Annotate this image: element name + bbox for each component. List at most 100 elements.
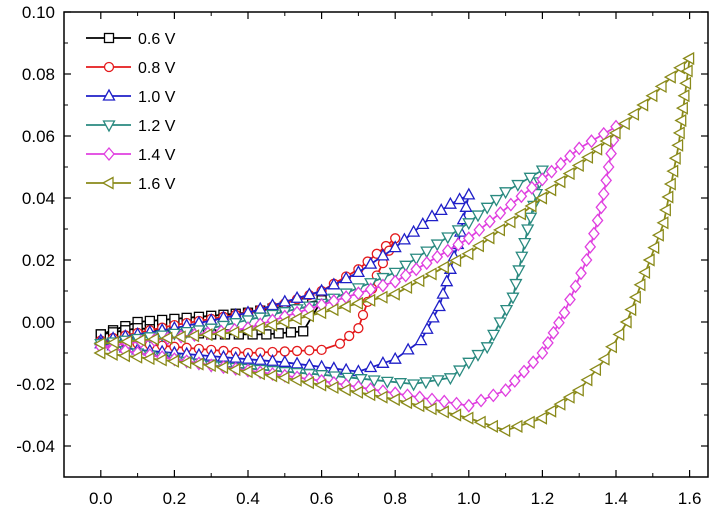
data-point [453,365,467,378]
data-point [459,199,473,212]
data-point [431,249,444,264]
y-tick-label: 0.08 [22,65,55,84]
data-point [434,203,448,216]
data-point [290,290,304,303]
data-point [436,405,449,419]
data-point [377,278,389,293]
data-point [451,225,465,238]
data-point [191,357,204,371]
data-point [338,299,351,314]
data-point [674,113,687,128]
legend-marker [102,120,116,133]
data-point [228,362,241,377]
data-point [240,324,253,338]
data-point [553,397,566,411]
data-point [580,373,593,387]
data-point [436,286,450,299]
data-point [452,237,465,252]
data-point [380,376,394,389]
x-tick-label: 0.8 [383,489,407,508]
data-point [326,380,339,395]
data-point [462,231,475,246]
data-point [443,373,457,386]
data-point [575,266,587,281]
data-point [334,338,346,349]
data-point [154,353,167,367]
data-point [471,210,485,223]
data-point [441,243,454,258]
data-point [388,267,402,280]
data-point [93,337,106,351]
data-point [387,392,400,407]
legend-item: 0.8 V [86,60,176,77]
data-point [571,158,584,173]
data-point [376,355,390,368]
data-point [142,351,155,366]
data-point [514,207,527,221]
data-point [487,329,501,342]
data-point [449,408,462,422]
data-point [357,309,369,321]
data-point [367,375,381,388]
data-point [216,360,229,375]
legend-marker [103,32,115,44]
data-point [301,376,314,390]
data-point [589,362,602,377]
data-point [261,329,272,340]
legend-item: 1.4 V [86,146,176,164]
data-point [277,371,290,385]
legend-item: 1.0 V [86,88,176,106]
data-point [364,256,378,269]
data-point [431,375,445,388]
data-point [571,383,584,397]
data-point [291,345,303,357]
plot-area [93,51,695,438]
data-point [668,151,681,165]
data-point [253,352,267,365]
data-point [508,373,521,388]
data-point [462,398,475,413]
data-point [277,315,290,329]
data-point [554,156,567,171]
data-point [388,351,402,364]
data-point [351,265,365,278]
data-point [117,349,130,363]
data-point [213,326,226,341]
data-point [407,379,421,392]
data-point [424,267,437,281]
data-point [462,357,476,370]
data-point [375,390,388,404]
data-point [203,358,216,372]
data-point [600,173,613,188]
data-point [524,212,538,225]
legend-label: 1.4 V [138,147,176,164]
data-point [314,306,327,320]
data-point [326,303,339,317]
data-point [493,317,507,330]
data-point [450,396,463,411]
data-point [494,206,507,221]
data-point [241,351,255,364]
x-tick-label: 0.4 [236,489,260,508]
data-point [338,383,351,397]
legend-label: 0.6 V [138,31,176,48]
data-point [597,352,610,366]
data-point [564,149,576,164]
data-point [604,340,617,354]
data-point [376,248,390,261]
data-point [499,383,512,398]
data-point [241,315,255,328]
data-point [608,126,621,140]
data-point [173,330,186,344]
data-point [580,252,593,268]
data-point [443,196,457,209]
data-point [375,290,388,304]
data-point [679,76,692,90]
data-point [656,216,669,230]
legend-item: 1.6 V [86,176,176,193]
data-point [399,268,412,283]
data-point [544,404,557,418]
data-point [424,402,437,416]
data-point [518,237,532,250]
